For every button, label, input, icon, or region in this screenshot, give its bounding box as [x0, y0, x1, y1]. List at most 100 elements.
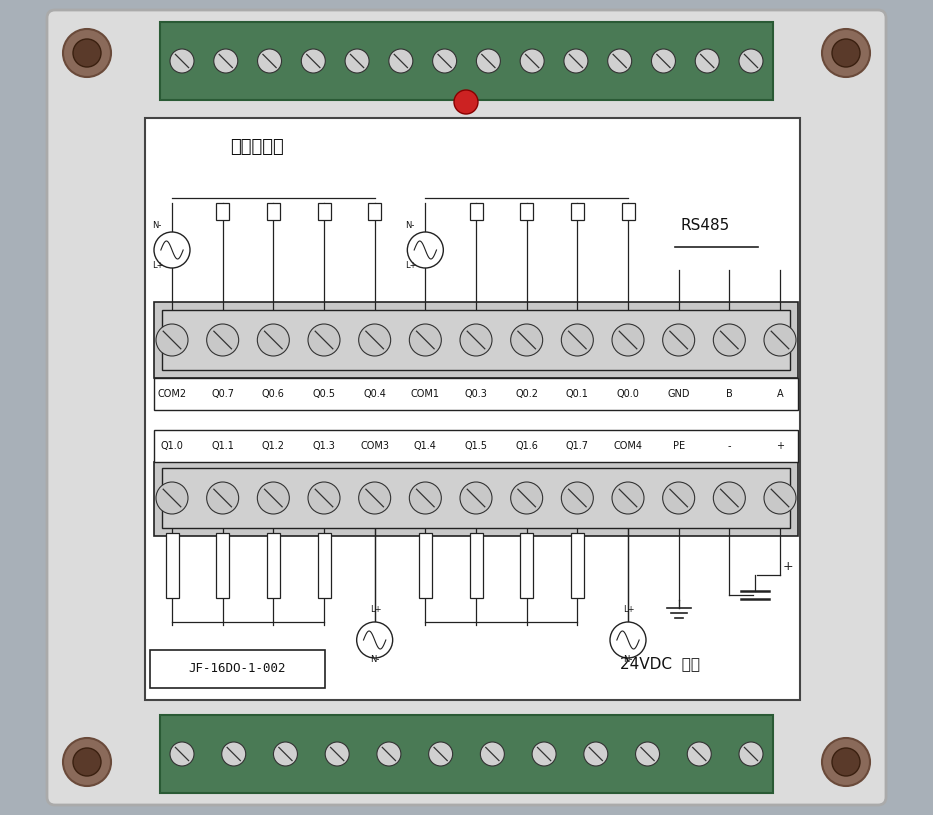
Text: Q1.5: Q1.5	[465, 441, 488, 451]
Text: A: A	[776, 389, 784, 399]
Circle shape	[739, 49, 763, 73]
Circle shape	[433, 49, 456, 73]
Circle shape	[408, 232, 443, 268]
Bar	[369, 203, 382, 220]
Circle shape	[739, 742, 763, 766]
Bar	[571, 203, 584, 220]
Text: N-: N-	[623, 655, 633, 664]
Circle shape	[584, 742, 607, 766]
Text: N-: N-	[369, 655, 379, 664]
Text: 24VDC  电源: 24VDC 电源	[620, 656, 700, 671]
Circle shape	[156, 324, 188, 356]
Circle shape	[510, 482, 543, 514]
Text: Q0.1: Q0.1	[566, 389, 589, 399]
Bar	[154, 378, 798, 410]
Circle shape	[612, 482, 644, 514]
Text: Q0.5: Q0.5	[313, 389, 336, 399]
Circle shape	[612, 324, 644, 356]
Bar	[521, 533, 533, 598]
Bar	[216, 533, 230, 598]
Circle shape	[480, 742, 505, 766]
Circle shape	[326, 742, 349, 766]
Bar	[419, 533, 432, 598]
Bar	[521, 203, 533, 220]
Text: JF-16DO-1-002: JF-16DO-1-002	[188, 663, 285, 676]
Bar	[145, 118, 800, 700]
Circle shape	[460, 482, 492, 514]
Circle shape	[651, 49, 675, 73]
Circle shape	[822, 738, 870, 786]
Circle shape	[764, 482, 796, 514]
Circle shape	[258, 324, 289, 356]
Circle shape	[156, 482, 188, 514]
Bar	[267, 203, 280, 220]
Circle shape	[273, 742, 298, 766]
Bar	[150, 650, 325, 688]
Circle shape	[832, 39, 860, 67]
Circle shape	[358, 482, 391, 514]
Bar	[469, 203, 482, 220]
Text: B: B	[726, 389, 732, 399]
Text: L+: L+	[623, 605, 634, 614]
Text: L+: L+	[405, 261, 417, 270]
Circle shape	[73, 39, 101, 67]
Circle shape	[662, 324, 695, 356]
Circle shape	[345, 49, 369, 73]
Circle shape	[73, 748, 101, 776]
Bar	[160, 715, 773, 793]
Text: Q1.3: Q1.3	[313, 441, 336, 451]
Circle shape	[308, 324, 340, 356]
Text: Q0.3: Q0.3	[465, 389, 487, 399]
Bar	[267, 533, 280, 598]
Text: Q1.7: Q1.7	[565, 441, 589, 451]
Bar	[571, 533, 584, 598]
Bar	[162, 310, 790, 370]
Circle shape	[258, 482, 289, 514]
Circle shape	[764, 324, 796, 356]
Circle shape	[428, 742, 453, 766]
Circle shape	[562, 482, 593, 514]
Text: L+: L+	[152, 261, 163, 270]
Bar	[160, 22, 773, 100]
Text: GND: GND	[667, 389, 689, 399]
Text: COM1: COM1	[411, 389, 439, 399]
Bar	[154, 462, 798, 536]
Text: COM2: COM2	[158, 389, 187, 399]
Text: Q0.2: Q0.2	[515, 389, 538, 399]
Bar	[162, 468, 790, 528]
Text: Q1.2: Q1.2	[262, 441, 285, 451]
Circle shape	[214, 49, 238, 73]
Text: -: -	[728, 441, 731, 451]
Text: Q1.1: Q1.1	[211, 441, 234, 451]
Circle shape	[695, 49, 719, 73]
Circle shape	[454, 90, 478, 114]
Circle shape	[562, 324, 593, 356]
Text: Q1.6: Q1.6	[515, 441, 538, 451]
Circle shape	[564, 49, 588, 73]
Text: COM4: COM4	[614, 441, 643, 451]
Circle shape	[688, 742, 711, 766]
Text: +: +	[783, 560, 794, 573]
Circle shape	[714, 324, 745, 356]
Text: +: +	[776, 441, 784, 451]
Circle shape	[207, 482, 239, 514]
Text: Q1.0: Q1.0	[160, 441, 184, 451]
Circle shape	[607, 49, 632, 73]
Circle shape	[170, 49, 194, 73]
Circle shape	[222, 742, 245, 766]
Text: Q0.6: Q0.6	[262, 389, 285, 399]
Text: L+: L+	[369, 605, 382, 614]
Text: 继电器输出: 继电器输出	[230, 138, 284, 156]
Text: N-: N-	[152, 221, 161, 230]
Bar	[165, 533, 178, 598]
Circle shape	[63, 29, 111, 77]
Bar	[154, 302, 798, 378]
Circle shape	[377, 742, 401, 766]
Circle shape	[832, 748, 860, 776]
Bar	[469, 533, 482, 598]
Circle shape	[460, 324, 492, 356]
FancyBboxPatch shape	[47, 10, 886, 805]
Circle shape	[532, 742, 556, 766]
Circle shape	[358, 324, 391, 356]
Circle shape	[207, 324, 239, 356]
